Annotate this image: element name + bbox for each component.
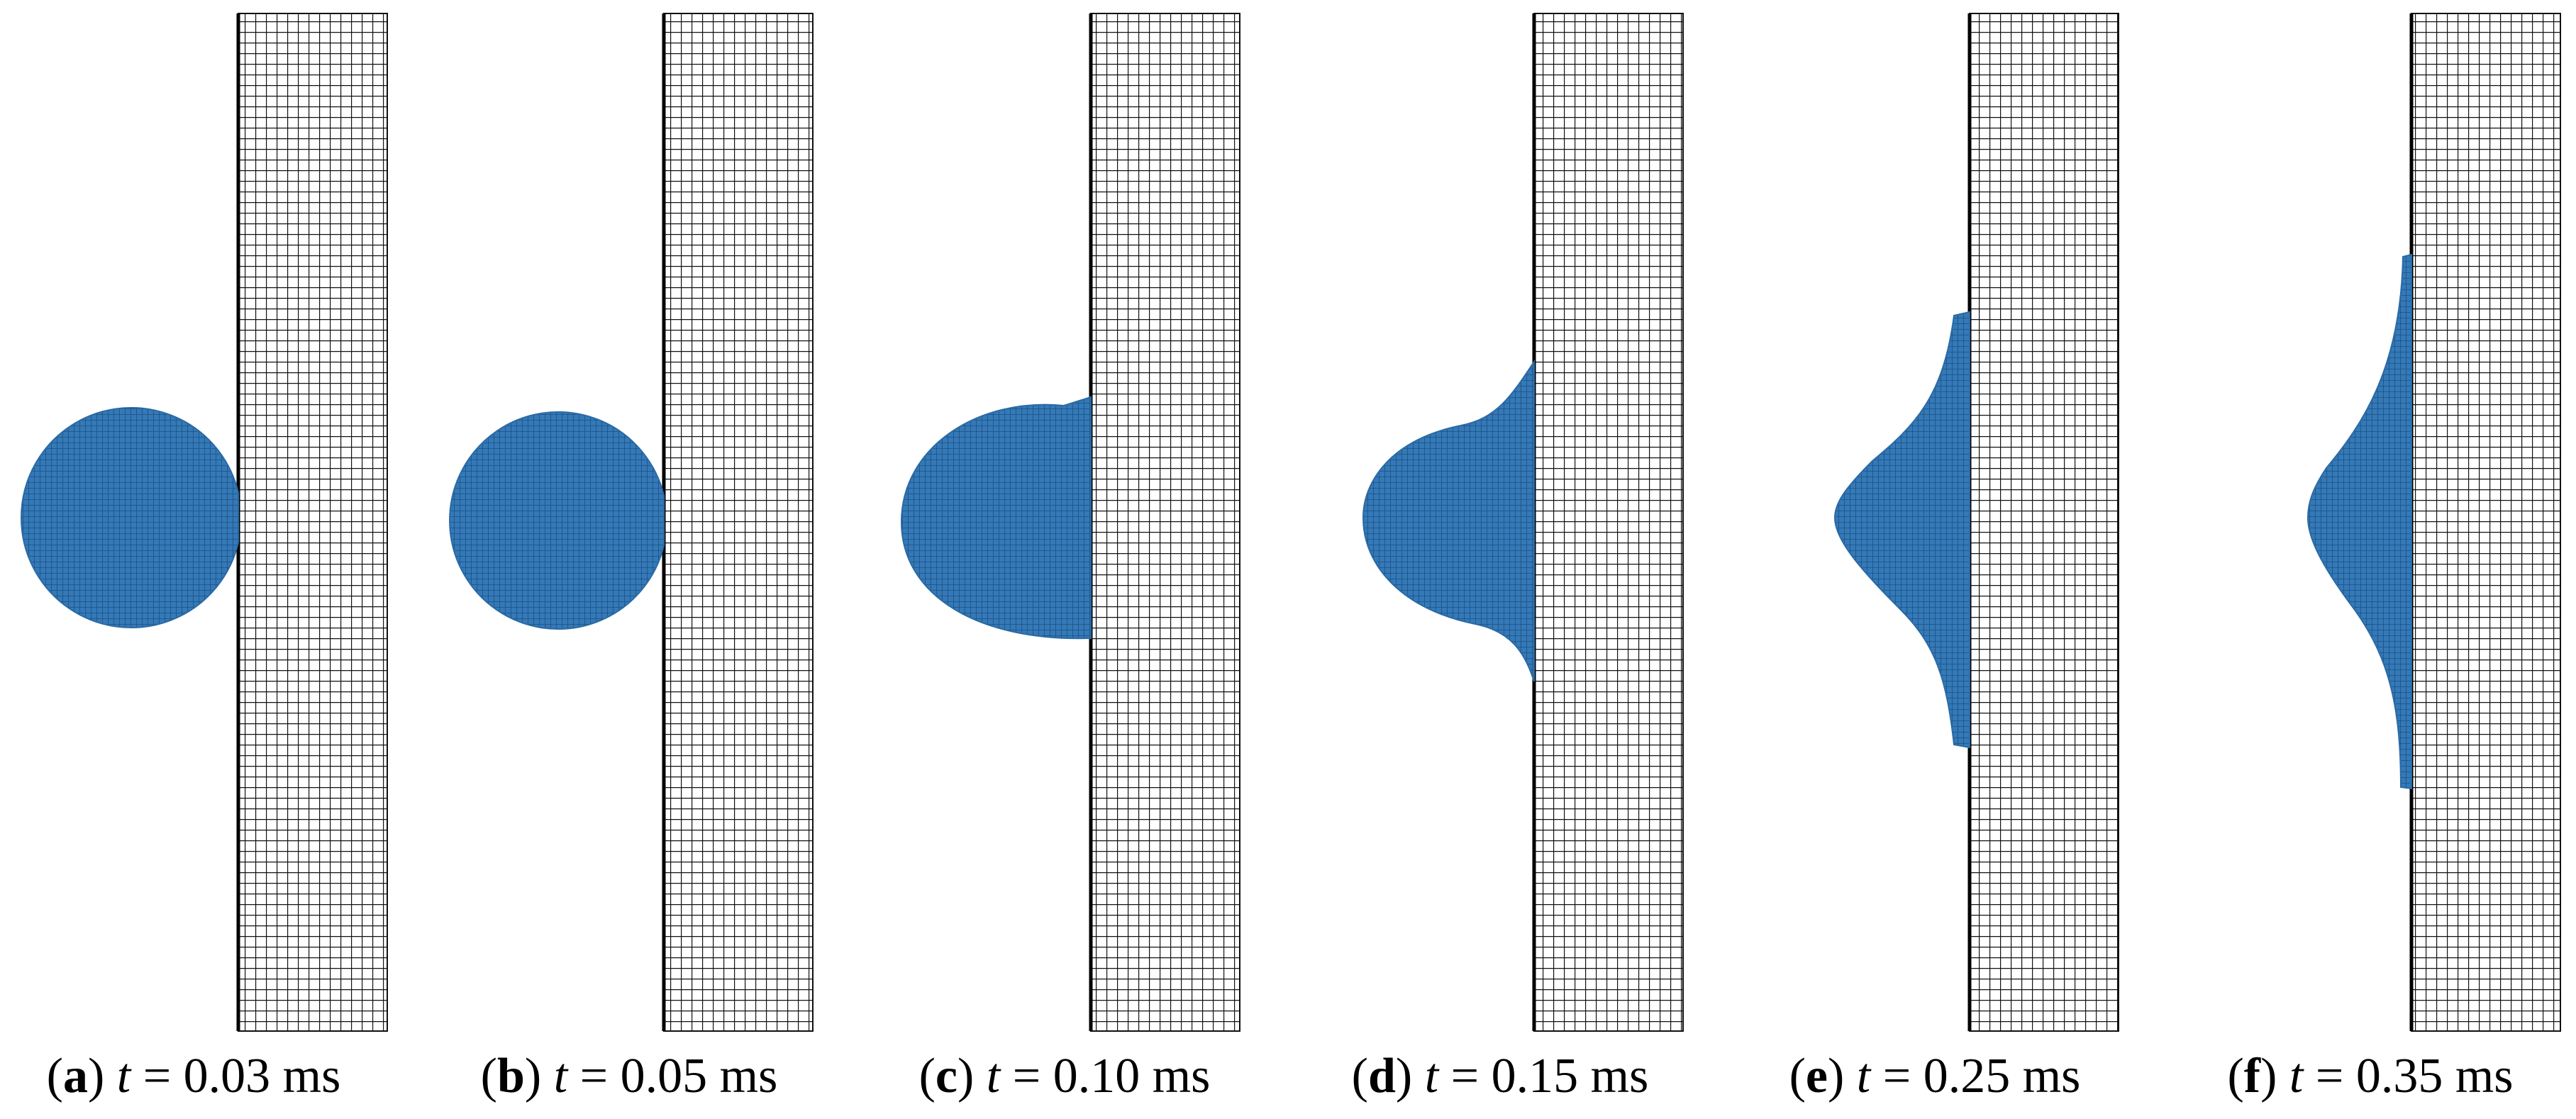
plate-mesh: [1090, 13, 1240, 1032]
droplet: [449, 411, 665, 630]
panel: (a) t = 0.03 ms: [21, 13, 388, 1103]
caption-part: ): [1396, 1049, 1425, 1103]
caption-part: b: [497, 1049, 525, 1103]
caption-part: = 0.15 ms: [1438, 1049, 1648, 1103]
caption-part: d: [1368, 1049, 1396, 1103]
caption-part: (: [481, 1049, 497, 1103]
caption-part: = 0.05 ms: [567, 1049, 777, 1103]
caption-part: t: [1425, 1049, 1440, 1103]
caption-part: = 0.25 ms: [1870, 1049, 2080, 1103]
caption-part: = 0.35 ms: [2303, 1049, 2513, 1103]
caption-part: t: [117, 1049, 132, 1103]
caption-part: = 0.03 ms: [131, 1049, 340, 1103]
plate-mesh: [1969, 13, 2119, 1032]
panel: (e) t = 0.25 ms: [1789, 13, 2119, 1103]
caption: (b) t = 0.05 ms: [481, 1049, 778, 1103]
caption: (a) t = 0.03 ms: [47, 1049, 341, 1103]
panel: (b) t = 0.05 ms: [449, 13, 814, 1103]
caption-part: ): [1828, 1049, 1857, 1103]
plate-mesh: [238, 13, 388, 1032]
caption-part: t: [2289, 1049, 2304, 1103]
caption: (d) t = 0.15 ms: [1352, 1049, 1649, 1103]
caption-part: (: [1352, 1049, 1368, 1103]
caption-part: = 0.10 ms: [1000, 1049, 1210, 1103]
caption-part: ): [957, 1049, 987, 1103]
caption-part: (: [47, 1049, 63, 1103]
caption-part: e: [1806, 1049, 1828, 1103]
panel: (c) t = 0.10 ms: [900, 13, 1240, 1103]
caption-part: ): [88, 1049, 117, 1103]
caption: (c) t = 0.10 ms: [919, 1049, 1211, 1103]
caption: (f) t = 0.35 ms: [2227, 1049, 2513, 1103]
droplet: [1833, 311, 1970, 749]
panel: (d) t = 0.15 ms: [1352, 13, 1684, 1103]
caption-part: t: [1857, 1049, 1872, 1103]
caption-part: t: [554, 1049, 569, 1103]
caption-part: ): [525, 1049, 554, 1103]
droplet: [21, 407, 239, 628]
plate-mesh: [1533, 13, 1684, 1032]
caption-part: a: [63, 1049, 88, 1103]
caption-part: ): [2260, 1049, 2289, 1103]
caption-part: (: [1789, 1049, 1806, 1103]
caption-part: t: [987, 1049, 1001, 1103]
caption-part: (: [919, 1049, 936, 1103]
droplet: [900, 396, 1092, 640]
droplet: [1362, 359, 1535, 682]
panel: (f) t = 0.35 ms: [2227, 13, 2561, 1103]
caption-part: c: [936, 1049, 957, 1103]
plate-mesh: [663, 13, 814, 1032]
caption-part: (: [2227, 1049, 2243, 1103]
caption: (e) t = 0.25 ms: [1789, 1049, 2081, 1103]
caption-part: f: [2244, 1049, 2261, 1103]
droplet: [2306, 253, 2412, 790]
plate-mesh: [2411, 13, 2561, 1032]
